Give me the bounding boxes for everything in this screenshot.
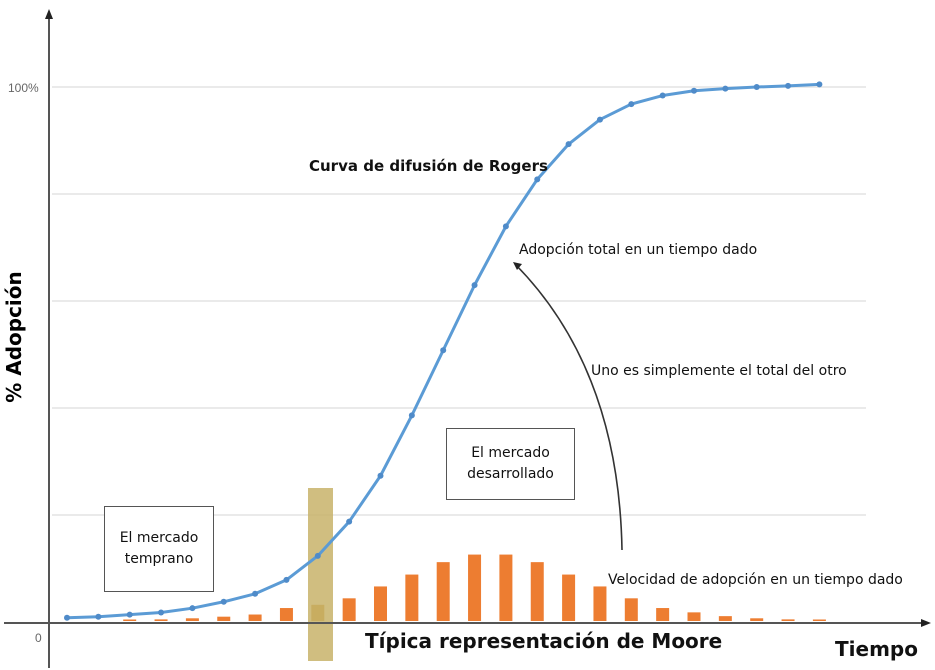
velocity-bar [781, 619, 795, 621]
velocity-bar [656, 608, 670, 621]
adoption-point [753, 84, 760, 90]
y-tick-0: 0 [35, 631, 42, 645]
adoption-point [471, 282, 478, 289]
adoption-point [189, 605, 196, 612]
early-market-box: El mercado temprano [104, 506, 214, 592]
velocity-bars [123, 554, 826, 621]
velocity-bar [185, 618, 199, 621]
adoption-point [596, 116, 603, 123]
adoption-point [659, 92, 666, 99]
velocity-bar [562, 574, 576, 621]
velocity-bar [499, 554, 513, 621]
adoption-point [283, 576, 290, 583]
velocity-bar [624, 598, 638, 621]
adoption-point [252, 590, 259, 597]
velocity-bar [593, 586, 607, 621]
velocity-bar [468, 554, 482, 621]
relation-arrow [514, 263, 623, 551]
velocity-bar [217, 616, 231, 621]
adoption-point [534, 176, 541, 183]
early-market-line2: temprano [124, 551, 194, 567]
y-tick-100: 100% [8, 81, 39, 95]
velocity-bar [154, 619, 168, 621]
adoption-point [785, 82, 792, 89]
velocity-label: Velocidad de adopción en un tiempo dado [608, 572, 903, 588]
arrow-head-icon [513, 262, 522, 270]
velocity-bar [750, 618, 764, 621]
adoption-point [346, 518, 353, 525]
velocity-bar [436, 562, 450, 621]
adoption-point [408, 412, 415, 419]
adoption-point [722, 85, 729, 92]
velocity-bar [279, 608, 293, 621]
velocity-bar [718, 616, 732, 621]
moore-title: Típica representación de Moore [365, 629, 723, 653]
velocity-bar [123, 619, 137, 621]
adoption-point [314, 552, 321, 559]
velocity-bar [530, 562, 544, 621]
velocity-bar [405, 574, 419, 621]
relation-label: Uno es simplemente el total del otro [591, 363, 847, 379]
adoption-point [377, 472, 384, 479]
adoption-point [440, 347, 447, 354]
adoption-point [628, 101, 635, 108]
developed-market-line2: desarrollado [467, 466, 554, 482]
adoption-point [502, 223, 509, 230]
adoption-point [158, 609, 165, 616]
x-axis-label: Tiempo [835, 637, 918, 661]
adoption-curve [64, 81, 823, 621]
developed-market-box: El mercado desarrollado [446, 428, 575, 500]
adoption-point [565, 141, 572, 148]
velocity-bar [812, 619, 826, 621]
adoption-point [126, 611, 133, 618]
y-axis-arrow-icon [45, 9, 53, 19]
total-adoption-label: Adopción total en un tiempo dado [519, 242, 758, 258]
velocity-bar [687, 612, 701, 621]
highlight-band [308, 488, 333, 661]
adoption-point [64, 614, 70, 621]
x-axis-arrow-icon [921, 619, 931, 627]
developed-market-line1: El mercado [471, 445, 550, 461]
adoption-point [95, 613, 102, 620]
early-market-line1: El mercado [119, 530, 199, 546]
adoption-point [691, 87, 697, 94]
adoption-point [816, 81, 823, 88]
y-axis-label: % Adopción [1, 271, 26, 403]
velocity-bar [248, 614, 262, 621]
rogers-title: Curva de difusión de Rogers [309, 157, 548, 175]
adoption-point [220, 598, 227, 605]
velocity-bar [342, 598, 356, 621]
velocity-bar [374, 586, 387, 621]
